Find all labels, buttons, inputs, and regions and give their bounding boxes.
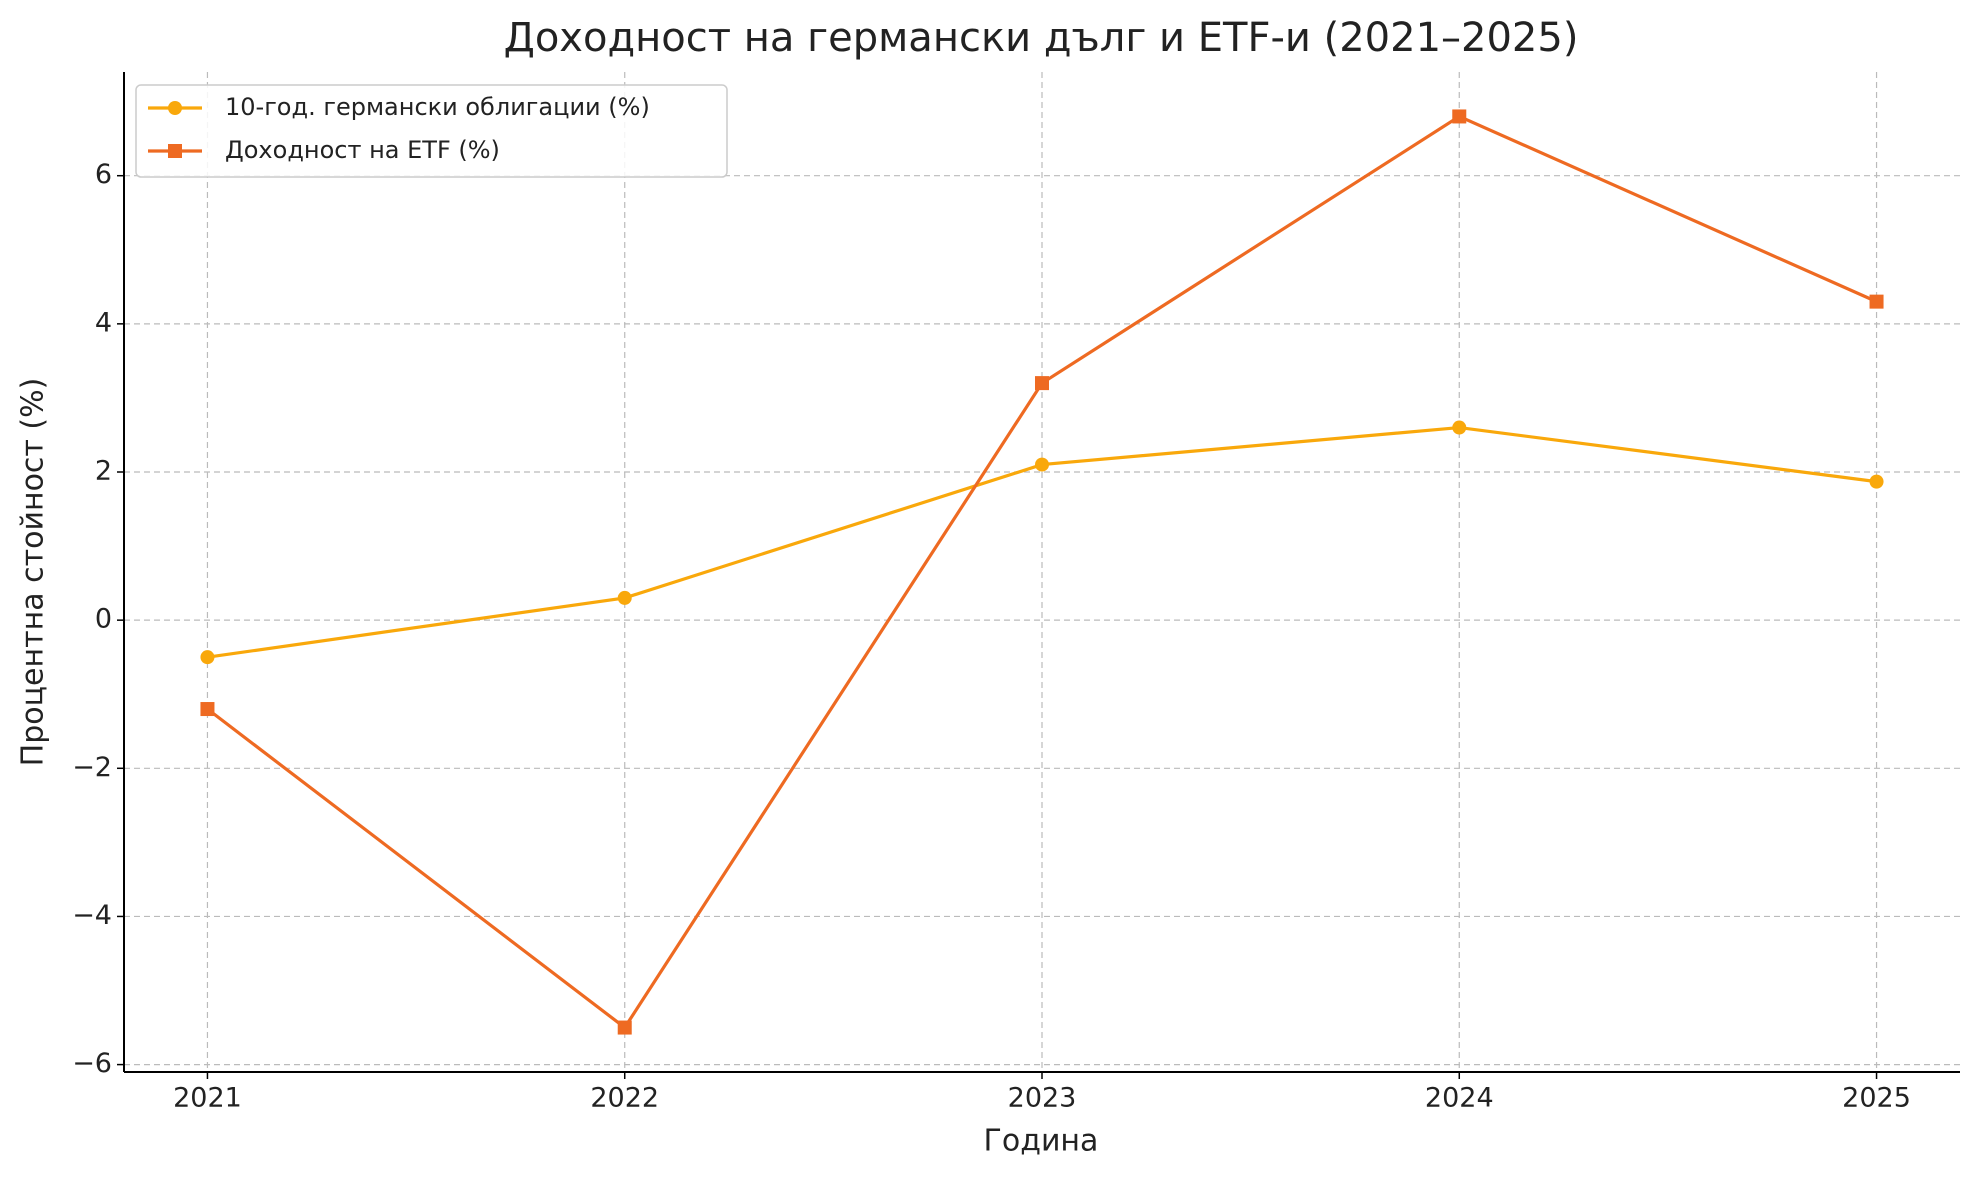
legend: 10-год. германски облигации (%) Доходност… <box>135 84 728 178</box>
chart-title: Доходност на германски дълг и ETF-и (202… <box>504 15 1579 61</box>
marker <box>1452 109 1467 124</box>
y-tick-label: 2 <box>95 456 112 487</box>
x-tick-label: 2021 <box>173 1083 242 1114</box>
x-tick-label: 2023 <box>1008 1083 1077 1114</box>
marker <box>617 590 632 605</box>
y-tick-label: −4 <box>72 900 112 931</box>
y-tick-label: 4 <box>95 307 112 338</box>
marker <box>200 702 215 717</box>
legend-label: Доходност на ETF (%) <box>225 136 500 164</box>
marker <box>1035 376 1049 391</box>
marker <box>1869 474 1884 489</box>
marker <box>617 1020 632 1035</box>
y-axis-label: Процентна стойност (%) <box>16 378 51 767</box>
legend-frame <box>135 84 728 178</box>
marker <box>168 144 182 158</box>
marker <box>168 101 182 115</box>
y-tick-label: 6 <box>95 159 112 190</box>
y-tick-label: −2 <box>72 752 112 783</box>
marker <box>200 650 215 665</box>
marker <box>1035 457 1049 472</box>
x-axis-label: Година <box>984 1124 1099 1159</box>
legend-label: 10-год. германски облигации (%) <box>225 93 650 121</box>
y-tick-label: 0 <box>95 604 112 635</box>
x-tick-label: 2022 <box>590 1083 659 1114</box>
x-tick-label: 2024 <box>1425 1083 1494 1114</box>
marker <box>1869 294 1884 309</box>
x-tick-label: 2025 <box>1842 1083 1911 1114</box>
y-tick-label: −6 <box>72 1048 112 1079</box>
marker <box>1452 420 1467 435</box>
